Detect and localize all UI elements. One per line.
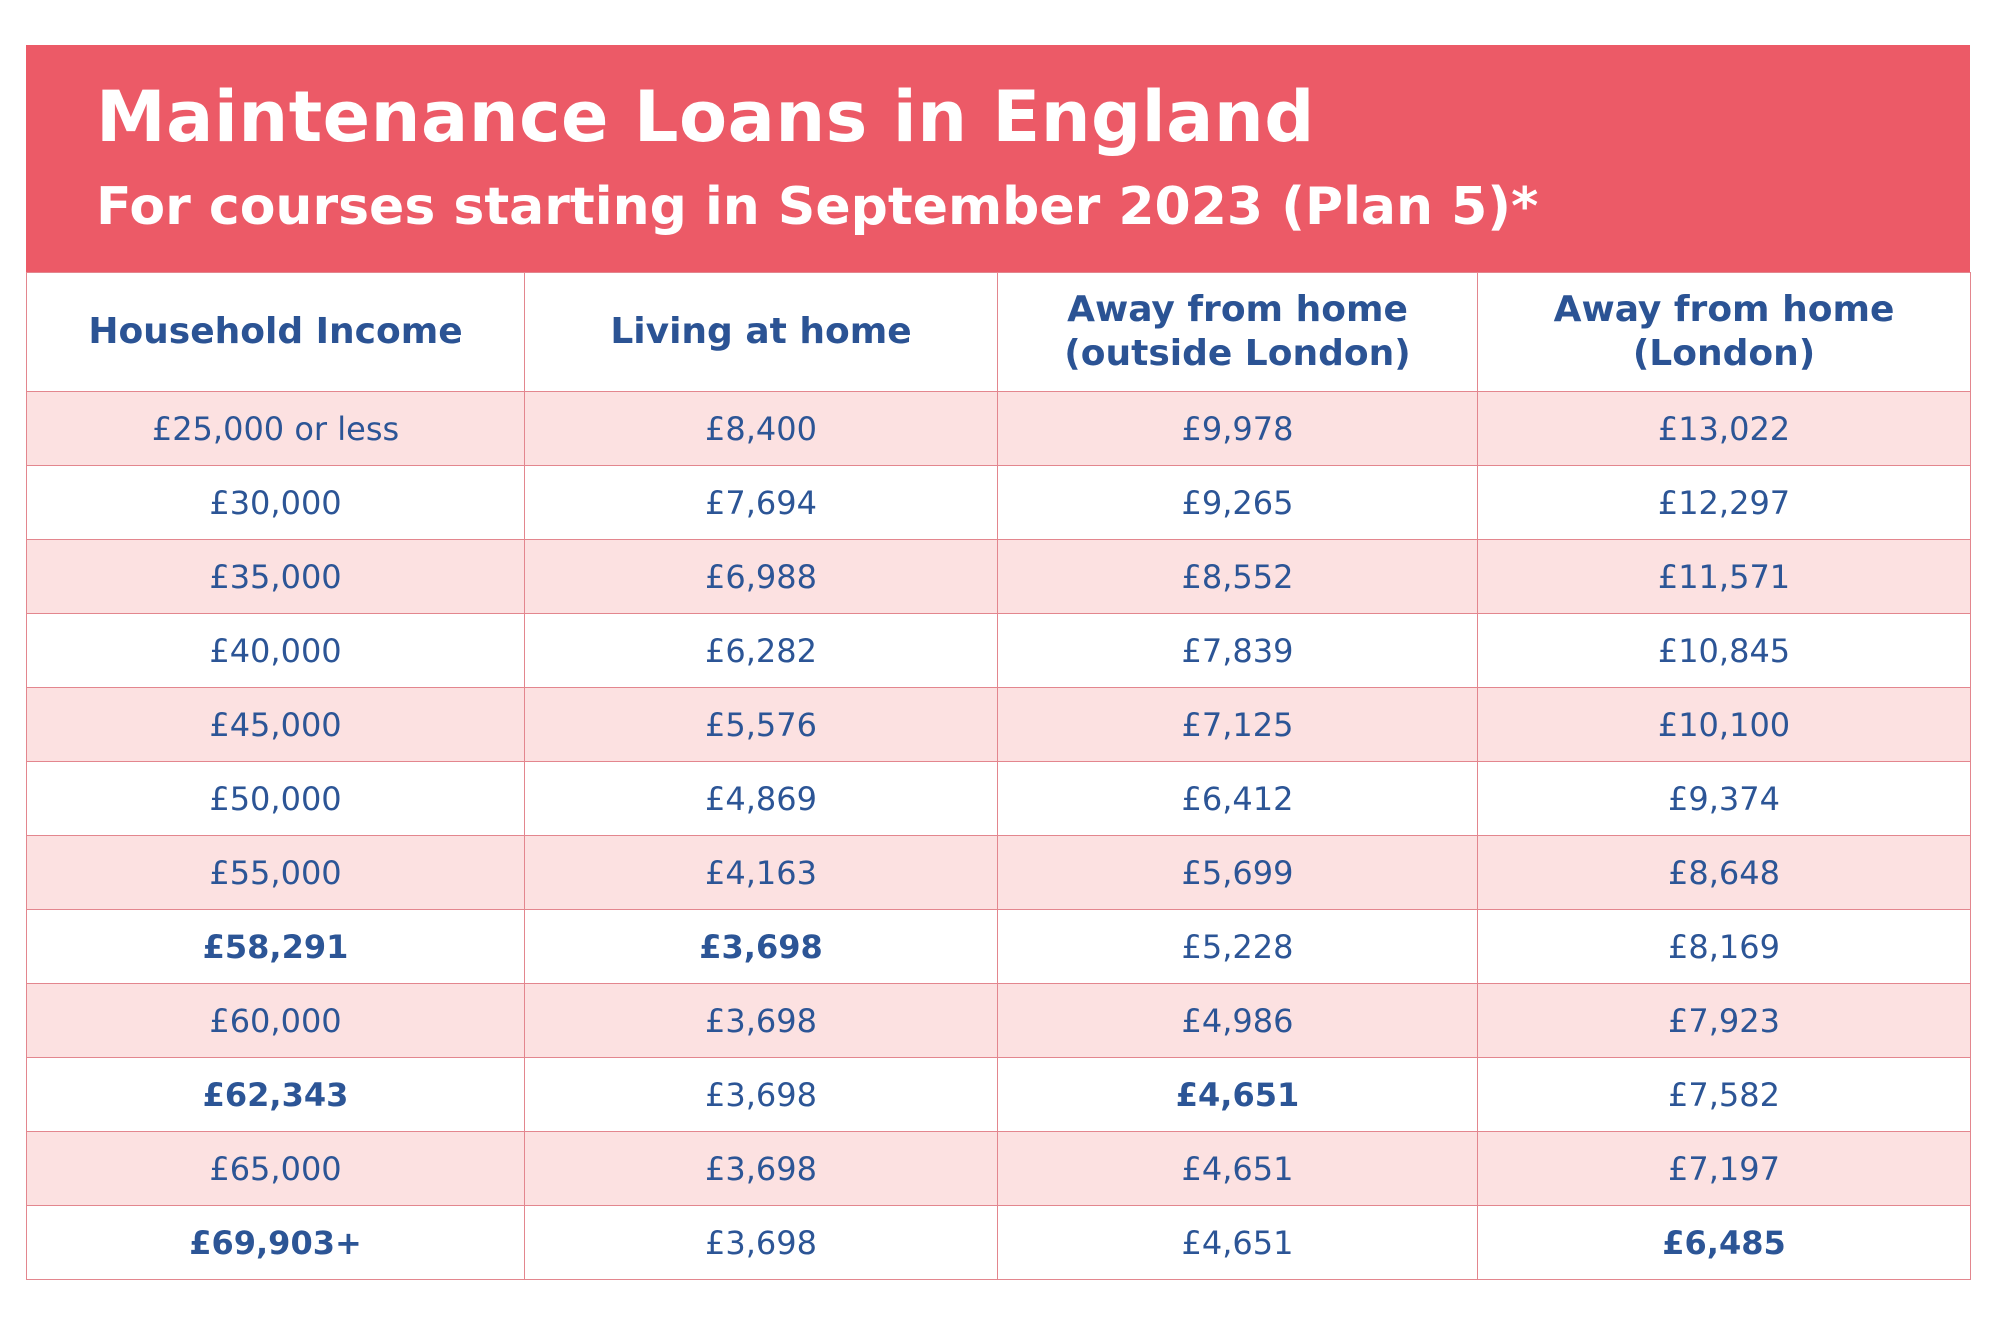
away-outside-london-cell: £8,552 [997, 539, 1478, 614]
living-at-home-cell: £5,576 [524, 687, 998, 762]
table-row: £69,903+ £3,698 £4,651 £6,485 [26, 1205, 1971, 1280]
table-row: £55,000 £4,163 £5,699 £8,648 [26, 835, 1971, 910]
table-row: £60,000 £3,698 £4,986 £7,923 [26, 983, 1971, 1058]
away-london-cell: £12,297 [1477, 465, 1971, 540]
household-income-cell: £35,000 [26, 539, 525, 614]
household-income-cell: £62,343 [26, 1057, 525, 1132]
away-outside-london-cell: £6,412 [997, 761, 1478, 836]
page-subtitle: For courses starting in September 2023 (… [96, 177, 1539, 237]
table-row: £40,000 £6,282 £7,839 £10,845 [26, 613, 1971, 688]
away-london-cell: £8,169 [1477, 909, 1971, 984]
away-london-cell: £9,374 [1477, 761, 1971, 836]
household-income-cell: £69,903+ [26, 1205, 525, 1280]
column-header-line: Away from home [1067, 289, 1408, 330]
away-london-cell: £13,022 [1477, 391, 1971, 466]
column-header-line: Living at home [610, 311, 912, 352]
living-at-home-cell: £3,698 [524, 1057, 998, 1132]
away-outside-london-cell: £9,978 [997, 391, 1478, 466]
living-at-home-cell: £8,400 [524, 391, 998, 466]
household-income-cell: £58,291 [26, 909, 525, 984]
table-row: £35,000 £6,988 £8,552 £11,571 [26, 539, 1971, 614]
away-outside-london-header: Away from home (outside London) [997, 272, 1478, 392]
away-outside-london-cell: £4,651 [997, 1205, 1478, 1280]
living-at-home-cell: £6,282 [524, 613, 998, 688]
column-header-line: (outside London) [1064, 333, 1411, 374]
living-at-home-cell: £3,698 [524, 1131, 998, 1206]
living-at-home-header: Living at home [524, 272, 998, 392]
living-at-home-cell: £3,698 [524, 983, 998, 1058]
away-outside-london-cell: £4,651 [997, 1057, 1478, 1132]
household-income-cell: £30,000 [26, 465, 525, 540]
household-income-cell: £40,000 [26, 613, 525, 688]
away-outside-london-cell: £5,228 [997, 909, 1478, 984]
living-at-home-cell: £3,698 [524, 909, 998, 984]
column-header-line: (London) [1632, 333, 1816, 374]
away-london-cell: £10,100 [1477, 687, 1971, 762]
household-income-header: Household Income [26, 272, 525, 392]
away-london-cell: £6,485 [1477, 1205, 1971, 1280]
household-income-cell: £25,000 or less [26, 391, 525, 466]
away-outside-london-cell: £9,265 [997, 465, 1478, 540]
living-at-home-cell: £7,694 [524, 465, 998, 540]
away-london-cell: £7,582 [1477, 1057, 1971, 1132]
away-outside-london-cell: £5,699 [997, 835, 1478, 910]
away-london-cell: £8,648 [1477, 835, 1971, 910]
living-at-home-cell: £4,163 [524, 835, 998, 910]
away-london-cell: £7,197 [1477, 1131, 1971, 1206]
living-at-home-cell: £6,988 [524, 539, 998, 614]
living-at-home-cell: £3,698 [524, 1205, 998, 1280]
household-income-cell: £45,000 [26, 687, 525, 762]
household-income-cell: £55,000 [26, 835, 525, 910]
away-outside-london-cell: £4,651 [997, 1131, 1478, 1206]
away-outside-london-cell: £7,125 [997, 687, 1478, 762]
table-header-row: Household Income Living at home Away from … [26, 272, 1971, 392]
table-row: £30,000 £7,694 £9,265 £12,297 [26, 465, 1971, 540]
table-row: £45,000 £5,576 £7,125 £10,100 [26, 687, 1971, 762]
household-income-cell: £50,000 [26, 761, 525, 836]
away-london-header: Away from home (London) [1477, 272, 1971, 392]
away-london-cell: £10,845 [1477, 613, 1971, 688]
table-row: £62,343 £3,698 £4,651 £7,582 [26, 1057, 1971, 1132]
living-at-home-cell: £4,869 [524, 761, 998, 836]
table-row: £65,000 £3,698 £4,651 £7,197 [26, 1131, 1971, 1206]
away-outside-london-cell: £7,839 [997, 613, 1478, 688]
page-title: Maintenance Loans in England [96, 76, 1315, 158]
household-income-cell: £65,000 [26, 1131, 525, 1206]
column-header-line: Household Income [88, 311, 463, 352]
table-row: £58,291 £3,698 £5,228 £8,169 [26, 909, 1971, 984]
away-outside-london-cell: £4,986 [997, 983, 1478, 1058]
table-row: £50,000 £4,869 £6,412 £9,374 [26, 761, 1971, 836]
column-header-line: Away from home [1553, 289, 1895, 330]
table-row: £25,000 or less £8,400 £9,978 £13,022 [26, 391, 1971, 466]
table-body: £25,000 or less £8,400 £9,978 £13,022 £30,00… [26, 391, 1971, 1280]
away-london-cell: £11,571 [1477, 539, 1971, 614]
away-london-cell: £7,923 [1477, 983, 1971, 1058]
household-income-cell: £60,000 [26, 983, 525, 1058]
loans-table: Household Income Living at home Away from … [26, 272, 1971, 1280]
loans-card: Maintenance Loans in England For courses… [26, 45, 1971, 1280]
title-banner: Maintenance Loans in England For courses… [26, 45, 1970, 272]
